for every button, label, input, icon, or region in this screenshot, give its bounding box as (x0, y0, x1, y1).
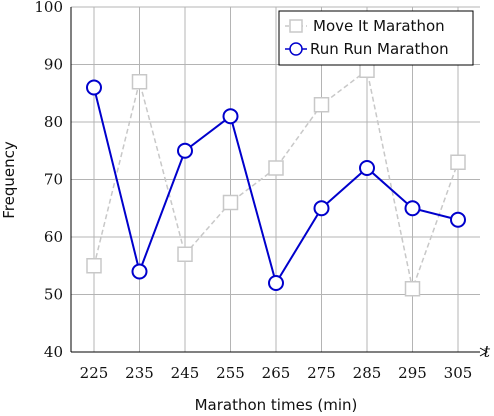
x-tick-label: 245 (171, 364, 200, 382)
x-tick-label: 305 (444, 364, 473, 382)
x-axis-title: Marathon times (min) (195, 396, 358, 414)
y-tick-label: 100 (34, 0, 63, 16)
x-tick-label: 265 (262, 364, 291, 382)
data-point-run-run (177, 142, 193, 159)
y-tick-label: 50 (44, 286, 63, 304)
data-point-move-it (222, 194, 239, 211)
data-point-run-run (313, 200, 330, 217)
tick-labels: 225 235 245 255 265 275 285 295 305 40 50 60 70 80 90 1… (34, 0, 472, 382)
y-tick-label: 70 (44, 171, 63, 189)
data-point-run-run (404, 200, 421, 217)
legend-label-move-it: Move It Marathon (313, 17, 445, 35)
data-point-move-it (313, 97, 330, 113)
series-line-move-it (93, 68, 459, 292)
legend: Move It Marathon Run Run Marathon (278, 10, 474, 66)
data-point-move-it (131, 74, 148, 90)
y-axis-title: Frequency (0, 141, 18, 219)
x-tick-label: 235 (125, 364, 154, 382)
x-tick-label: 275 (307, 364, 336, 382)
axes (70, 7, 489, 357)
y-tick-label: 40 (44, 343, 63, 361)
data-point-run-run (450, 211, 466, 228)
y-tick-label: 80 (44, 113, 63, 131)
data-point-move-it (86, 258, 102, 274)
data-point-move-it (177, 246, 193, 262)
legend-marker-circle (289, 42, 303, 56)
x-tick-label: 255 (216, 364, 245, 382)
data-point-run-run (131, 263, 148, 280)
legend-label-run-run: Run Run Marathon (310, 40, 449, 58)
x-axis-arrowhead (479, 347, 489, 357)
data-point-run-run (268, 275, 284, 291)
x-axis-end-label: t (484, 342, 491, 361)
x-tick-label: 225 (80, 364, 109, 382)
series-layer (86, 62, 466, 297)
legend-marker-square (289, 19, 303, 33)
y-tick-label: 90 (44, 56, 63, 74)
data-point-run-run (86, 79, 102, 96)
data-point-move-it (268, 160, 284, 176)
data-point-run-run (222, 108, 239, 125)
x-tick-label: 285 (353, 364, 382, 382)
data-point-run-run (359, 160, 375, 176)
x-tick-label: 295 (398, 364, 427, 382)
data-point-move-it (450, 154, 466, 170)
y-tick-label: 60 (44, 228, 63, 246)
legend-box (278, 10, 474, 66)
data-point-move-it (404, 281, 421, 297)
